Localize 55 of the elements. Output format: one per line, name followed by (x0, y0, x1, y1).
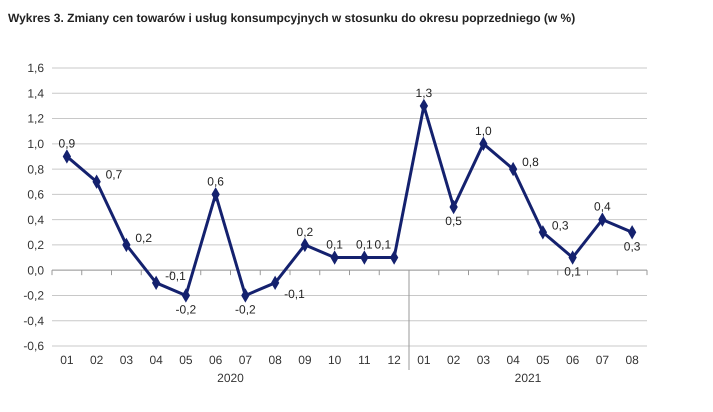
x-tick-label: 12 (387, 353, 402, 367)
y-tick-label: 1,2 (27, 112, 44, 126)
data-label: 0,5 (445, 214, 462, 228)
x-tick-label: 11 (358, 353, 371, 367)
x-tick-label: 06 (208, 353, 223, 367)
y-tick-label: 1,4 (27, 86, 44, 100)
y-tick-label: 0,0 (27, 263, 44, 278)
x-tick-label: 08 (268, 353, 282, 367)
data-label: -0,1 (284, 286, 306, 301)
text: 2021 (514, 371, 542, 385)
data-label: 0,1 (564, 264, 582, 279)
chart-title: Wykres 3. Zmiany cen towarów i usług konsumpcyjnych w stosunku do okresu poprzedniego (w %) (8, 11, 576, 25)
data-label: 0,1 (374, 238, 392, 252)
x-tick-label: 03 (476, 353, 490, 367)
data-label: -0,2 (176, 302, 197, 316)
y-tick-label: 0,4 (27, 212, 44, 227)
data-label: 0,2 (135, 230, 152, 245)
x-tick-label: 05 (536, 353, 550, 367)
x-tick-label: 07 (596, 353, 610, 367)
y-tick-label: 0,6 (27, 188, 44, 202)
data-label: 0,8 (522, 155, 540, 170)
x-tick-label: 10 (328, 353, 342, 367)
data-label: 0,3 (552, 218, 569, 232)
y-tick-label: 1,0 (27, 137, 44, 152)
data-label: 0,3 (624, 239, 641, 254)
data-label: 0,1 (356, 238, 374, 252)
y-tick-label: 0,2 (27, 238, 44, 252)
data-label: -0,2 (235, 302, 256, 316)
y-tick-label: 1,6 (27, 61, 44, 76)
x-tick-label: 02 (446, 353, 461, 367)
y-tick-label: -0,2 (23, 288, 44, 303)
x-tick-label: 06 (566, 353, 580, 367)
data-label: 0,6 (207, 174, 224, 188)
y-tick-label: -0,6 (23, 339, 44, 354)
x-tick-label: 09 (298, 353, 312, 367)
x-tick-label: 02 (90, 353, 104, 367)
data-label: 0,7 (106, 168, 123, 182)
x-tick-label: 04 (149, 353, 164, 367)
x-tick-label: 04 (506, 353, 520, 367)
data-label: 1,3 (416, 86, 433, 100)
x-tick-label: 07 (238, 353, 252, 367)
data-label: 1,0 (475, 124, 492, 138)
x-tick-label: 03 (120, 353, 134, 367)
x-tick-label: 01 (60, 353, 74, 367)
data-label: 0,4 (594, 200, 612, 214)
y-tick-label: -0,4 (23, 314, 44, 328)
text: 2020 (217, 371, 244, 385)
data-label: -0,1 (165, 268, 186, 283)
data-label: 0,2 (296, 224, 314, 239)
data-label: 0,1 (326, 238, 344, 252)
data-label: 0,9 (58, 136, 76, 150)
y-tick-label: 0,8 (27, 162, 44, 176)
x-tick-label: 08 (625, 353, 640, 367)
x-tick-label: 05 (179, 353, 193, 367)
x-tick-label: 01 (417, 353, 431, 367)
